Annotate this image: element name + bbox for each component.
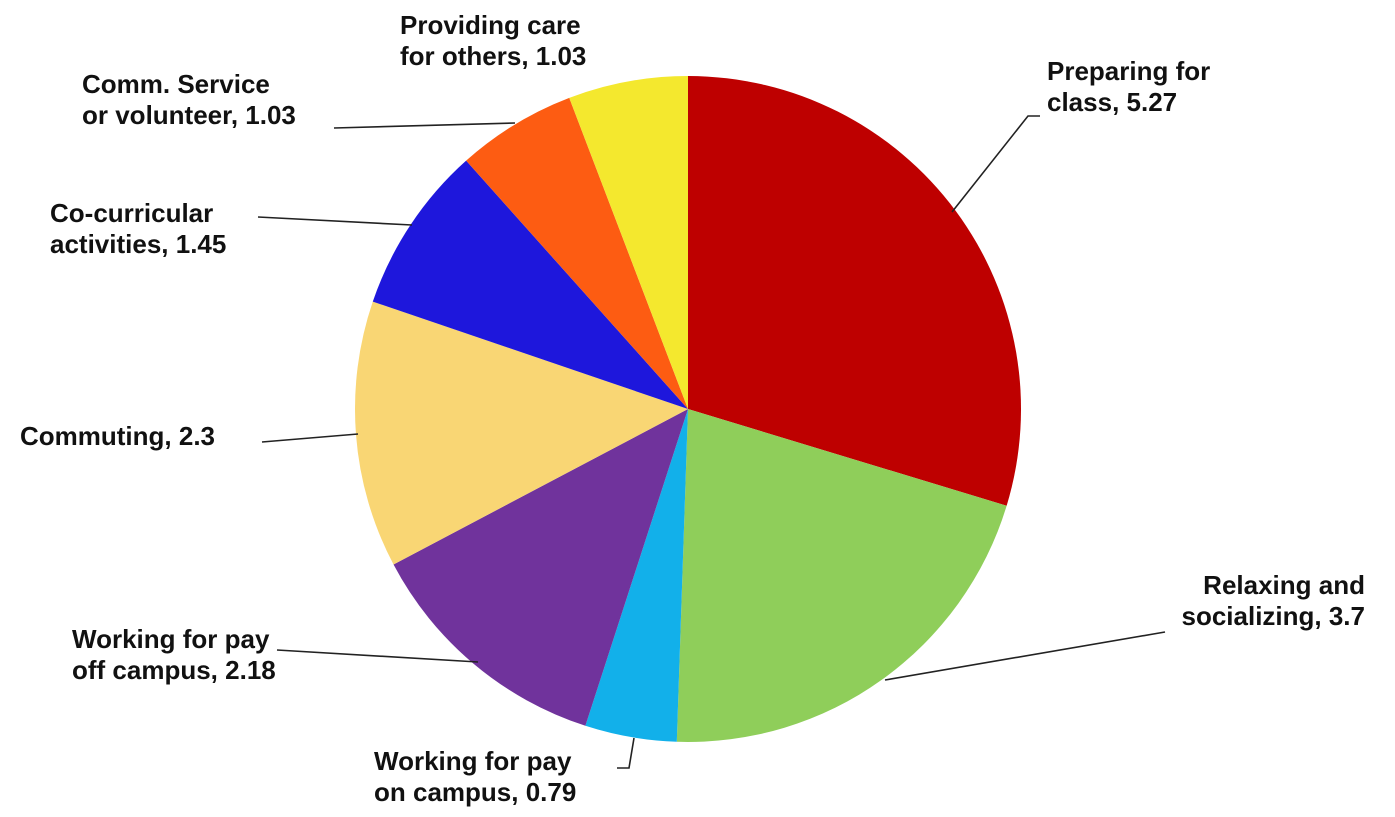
pie-slice-co-curricular-activities	[372, 160, 688, 409]
leader-line	[951, 115, 1040, 213]
leader-lines	[257, 115, 1166, 769]
slice-label-line: Working for pay	[72, 624, 270, 654]
slice-label-line: Commuting, 2.3	[20, 421, 215, 451]
pie-slice-providing-care-for-others	[569, 76, 688, 409]
slice-label-line: for others, 1.03	[400, 41, 586, 71]
slice-label: Commuting, 2.3	[20, 421, 215, 451]
slice-label: Comm. Service or volunteer, 1.03	[82, 69, 296, 130]
slice-label-line: off campus, 2.18	[72, 655, 276, 685]
slice-label-line: Relaxing and	[1203, 570, 1365, 600]
slice-label-line: socializing, 3.7	[1181, 601, 1365, 631]
slice-label-line: or volunteer, 1.03	[82, 100, 296, 130]
slice-label: Preparing for class, 5.27	[1047, 56, 1210, 117]
pie-slice-preparing-for-class	[688, 76, 1022, 506]
slice-label: Working for pay on campus, 0.79	[374, 746, 576, 807]
slice-label-line: Working for pay	[374, 746, 572, 776]
leader-line	[261, 433, 359, 443]
slice-label-line: Providing care	[400, 10, 581, 40]
leader-line	[257, 216, 413, 226]
slice-labels: Preparing for class, 5.27 Relaxing and soci…	[20, 10, 1365, 807]
slice-label: Co-curricular activities, 1.45	[50, 198, 226, 259]
pie-slice-comm-service-or-volunteer	[466, 97, 688, 409]
pie-slices	[355, 76, 1022, 742]
pie-slice-working-for-pay-on-campus	[585, 409, 688, 742]
pie-slice-working-for-pay-off-campus	[393, 409, 688, 726]
slice-label: Relaxing and socializing, 3.7	[1181, 570, 1365, 631]
pie-slice-commuting	[355, 301, 688, 565]
pie-slice-relaxing-and-socializing	[676, 409, 1007, 742]
leader-line	[884, 631, 1166, 681]
slice-label-line: Preparing for	[1047, 56, 1210, 86]
slice-label-line: Comm. Service	[82, 69, 270, 99]
slice-label: Providing care for others, 1.03	[400, 10, 586, 71]
leader-line	[617, 737, 635, 769]
leader-line	[333, 122, 516, 129]
leader-line	[276, 649, 479, 663]
slice-label-line: class, 5.27	[1047, 87, 1177, 117]
slice-label-line: on campus, 0.79	[374, 777, 576, 807]
slice-label: Working for pay off campus, 2.18	[72, 624, 276, 685]
slice-label-line: activities, 1.45	[50, 229, 226, 259]
slice-label-line: Co-curricular	[50, 198, 213, 228]
